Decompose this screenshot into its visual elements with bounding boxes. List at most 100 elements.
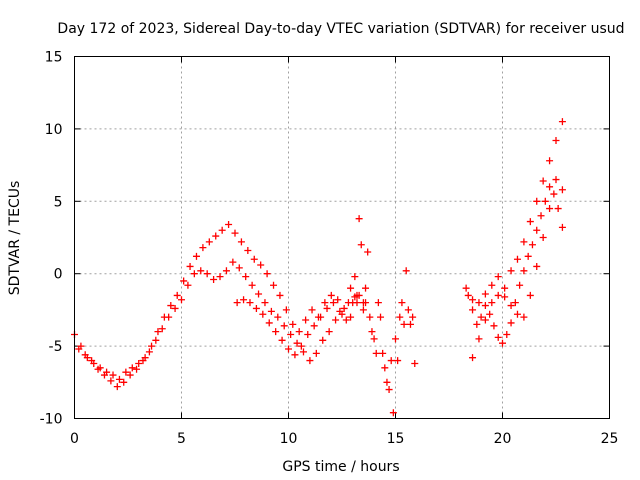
data-point (520, 267, 528, 275)
data-point (558, 186, 566, 194)
data-point (334, 296, 342, 304)
data-point (552, 176, 560, 184)
data-point (481, 316, 489, 324)
data-point (297, 342, 305, 350)
data-point (539, 177, 547, 185)
data-point (308, 306, 316, 314)
data-point (280, 322, 288, 330)
x-tick-label: 0 (70, 431, 79, 447)
data-point (377, 313, 385, 321)
data-point (396, 313, 404, 321)
data-point (394, 357, 402, 365)
data-point (317, 313, 325, 321)
data-point (88, 357, 96, 365)
data-point (499, 339, 506, 347)
x-tick-label: 10 (280, 431, 298, 447)
data-point (225, 220, 233, 228)
data-point (533, 262, 541, 270)
data-point (222, 267, 230, 275)
data-point (133, 365, 141, 373)
data-point (167, 302, 175, 310)
x-tick-label: 20 (494, 431, 512, 447)
data-point (154, 328, 162, 336)
data-point (199, 244, 207, 252)
data-point (364, 248, 372, 256)
data-point (552, 136, 560, 144)
data-point (231, 229, 239, 237)
data-point (135, 359, 143, 367)
data-point (126, 371, 134, 379)
data-point (287, 331, 295, 339)
series-segment-6 (464, 183, 566, 347)
data-point (494, 273, 502, 281)
data-point (293, 339, 301, 347)
data-point (242, 273, 250, 281)
data-point (276, 291, 284, 299)
data-point (481, 290, 489, 298)
data-point (409, 313, 417, 321)
data-point (295, 328, 303, 336)
data-point (481, 302, 489, 310)
data-point (115, 375, 123, 383)
data-point (383, 378, 391, 386)
data-point (537, 212, 545, 220)
x-tick-labels: 0 5 10 15 20 25 (70, 431, 618, 447)
data-point (370, 335, 378, 343)
data-point (486, 310, 494, 318)
data-point (240, 296, 248, 304)
data-point (488, 281, 496, 289)
data-point (100, 371, 108, 379)
data-point (109, 371, 117, 379)
data-point (550, 190, 558, 198)
series-segment-4 (347, 215, 419, 417)
x-axis-label: GPS time / hours (282, 459, 399, 475)
data-point (503, 331, 511, 339)
data-point (379, 349, 387, 357)
data-point (389, 409, 397, 417)
data-point (355, 215, 363, 223)
data-point (546, 205, 554, 213)
data-point (516, 281, 524, 289)
chart-title: Day 172 of 2023, Sidereal Day-to-day VTE… (57, 21, 624, 37)
data-point (145, 348, 153, 356)
data-point (469, 306, 477, 314)
data-point (246, 299, 254, 307)
data-point (546, 183, 554, 191)
data-point (528, 241, 536, 249)
data-point (381, 364, 389, 372)
data-point (252, 304, 260, 312)
y-tick-label: -5 (49, 339, 63, 355)
data-point (362, 284, 370, 292)
data-point (554, 205, 562, 213)
data-point (212, 232, 220, 240)
series-segment-1 (71, 220, 367, 383)
grid-lines (74, 56, 610, 419)
y-tick-labels: -10 -5 0 5 10 15 (40, 50, 63, 428)
data-point (520, 238, 528, 246)
data-point (272, 328, 280, 336)
data-point (351, 273, 359, 281)
data-point (128, 364, 136, 372)
data-point (255, 290, 263, 298)
data-point (353, 291, 361, 299)
data-point (347, 313, 355, 321)
data-point (558, 223, 566, 231)
data-point (289, 320, 297, 328)
data-point (302, 316, 310, 324)
data-point (400, 320, 408, 328)
data-point (488, 299, 496, 307)
data-point (411, 359, 419, 367)
data-point (404, 306, 412, 314)
data-point (158, 325, 166, 333)
y-tick-label: 0 (54, 267, 63, 283)
x-tick-label: 25 (601, 431, 619, 447)
data-point (233, 299, 241, 307)
data-point (148, 342, 156, 350)
data-point (113, 383, 121, 391)
data-point (464, 291, 472, 299)
data-point (475, 335, 483, 343)
data-point (462, 284, 470, 292)
series-segment-5 (353, 241, 417, 386)
data-point (261, 299, 269, 307)
